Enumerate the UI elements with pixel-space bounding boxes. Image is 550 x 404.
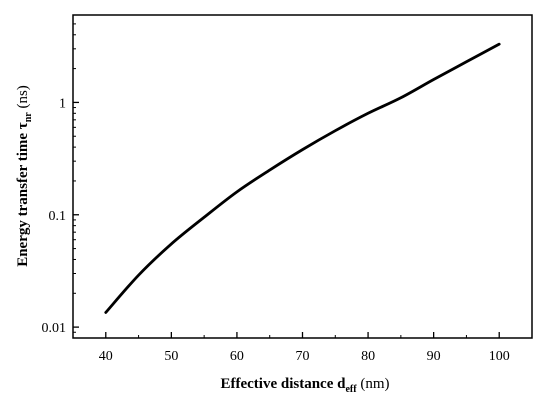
x-tick-label: 90 — [427, 349, 441, 364]
x-tick-label: 40 — [99, 349, 113, 364]
x-axis-ticks: 40 50 60 70 80 90 100 — [99, 332, 510, 364]
x-tick-label: 80 — [361, 349, 375, 364]
x-axis-title: Effective distance deff (nm) — [220, 376, 389, 395]
y-tick-label: 0.1 — [49, 209, 67, 224]
x-tick-label: 100 — [489, 349, 510, 364]
x-tick-label: 50 — [164, 349, 178, 364]
y-axis-title: Energy transfer time τnr (ns) — [15, 85, 34, 267]
x-tick-label: 70 — [296, 349, 310, 364]
y-tick-label: 0.01 — [42, 321, 67, 336]
y-tick-label: 1 — [59, 96, 66, 111]
x-tick-label: 60 — [230, 349, 244, 364]
series-line — [104, 42, 501, 314]
y-axis-ticks: 0.01 0.1 1 — [42, 23, 79, 336]
